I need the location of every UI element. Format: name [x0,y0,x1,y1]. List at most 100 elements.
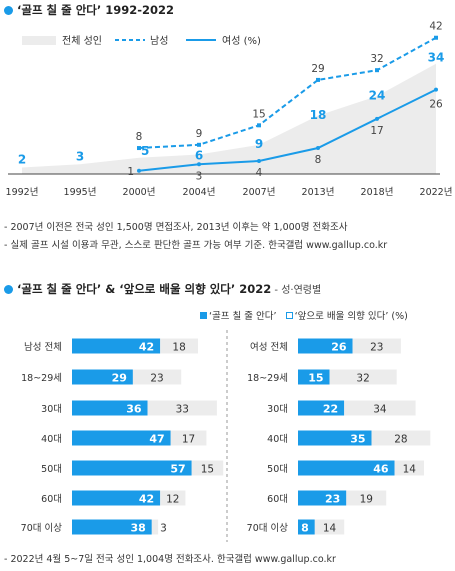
value-label-can: 42 [139,493,154,506]
value-label-can: 8 [301,522,309,535]
category-label: 18~29세 [247,373,288,384]
category-label: 60대 [267,494,288,505]
value-label-will: 14 [323,523,337,535]
x-tick-label: 1992년 [6,187,39,198]
chart2-subtitle: - 성·연령별 [271,285,322,296]
data-label-total: 9 [255,137,263,151]
value-label-can: 42 [139,341,154,354]
category-label: 70대 이상 [247,523,289,534]
bar-will-learn [191,460,224,476]
point-men [197,142,201,147]
x-tick-label: 2004년 [183,187,216,198]
value-label-can: 57 [170,463,185,476]
data-label-total: 24 [369,89,386,103]
data-label-men: 9 [196,128,203,140]
value-label-can: 36 [126,403,142,416]
legend-swatch-all [22,36,56,45]
point-men [257,123,261,128]
value-label-will: 14 [403,464,417,476]
data-label-women: 8 [315,154,322,166]
chart1-note-2: - 실제 골프 시설 이용과 무관, 스스로 판단한 골프 가능 여부 기준. … [4,240,388,251]
x-tick-label: 2013년 [302,187,335,198]
value-label-can: 23 [325,493,340,506]
point-women [137,168,141,173]
point-men [375,68,379,73]
data-label-men: 8 [136,131,143,143]
bar-will-learn [352,338,401,354]
value-label-can: 22 [323,403,338,416]
bar-can-play [298,460,395,476]
category-label: 18~29세 [21,373,62,384]
bar-will-learn [147,400,217,416]
category-label: 30대 [267,404,288,415]
category-label: 30대 [41,404,62,415]
value-label-will: 23 [150,373,163,385]
bar-will-learn [132,369,182,385]
legend-label-all: 전체 성인 [62,35,102,47]
legend-label-will: ‘앞으로 배울 의향 있다’ (%) [294,311,408,322]
x-tick-label: 2007년 [243,187,276,198]
category-label: 50대 [267,464,288,475]
category-label: 40대 [41,434,62,445]
data-label-women: 4 [256,167,263,179]
data-label-total: 3 [76,149,84,163]
value-label-will: 17 [182,434,195,446]
legend-swatch-will [285,312,293,319]
line-women [138,88,437,172]
bar-can-play [298,338,353,354]
area-total-adults [22,63,436,175]
category-label: 남성 전체 [24,342,62,353]
x-tick-label: 2000년 [123,187,156,198]
legend-swatch-can [200,312,207,319]
bar-can-play [298,400,345,416]
bar-can-play [298,430,372,446]
value-label-can: 35 [350,433,365,446]
bar-can-play [72,519,152,535]
value-label-can: 38 [130,522,145,535]
bar-can-play [298,369,330,385]
point-women [375,116,379,121]
bar-chart: 남성 전체 42 18 18~29세 29 23 30대 36 33 40대 47 17 50대 57 15… [21,330,431,542]
value-label-can: 46 [373,463,389,476]
chart1-title: ‘골프 칠 줄 안다’ 1992-2022 [4,2,174,18]
value-label-will: 19 [360,494,373,506]
bar-can-play [72,490,161,506]
data-label-total: 34 [428,51,445,65]
value-label-can: 15 [308,372,323,385]
category-label: 50대 [41,464,62,475]
bar-can-play [298,490,347,506]
value-label-will: 32 [356,373,369,385]
value-label-will: 12 [166,494,179,506]
point-women [316,146,320,151]
data-label-men: 15 [252,108,265,120]
data-label-women: 26 [429,99,443,111]
bullet-dot-icon [4,6,13,15]
point-men [434,35,438,40]
bar-will-learn [329,369,397,385]
bar-will-learn [160,490,186,506]
bar-will-learn [371,430,431,446]
data-label-men: 42 [429,21,442,33]
bar-will-learn [344,400,416,416]
data-label-total: 18 [310,108,327,122]
bar-will-learn [394,460,424,476]
legend-label-men: 남성 [150,35,168,47]
bar-can-play [72,430,171,446]
value-label-will: 28 [394,434,407,446]
value-label-will: 33 [176,404,189,416]
point-women [257,159,261,164]
data-label-total: 5 [141,144,149,158]
bar-can-play [298,519,315,535]
category-label: 여성 전체 [250,341,288,353]
x-tick-label: 1995년 [64,187,97,198]
bullet-dot-icon [4,285,13,294]
chart2-note: - 2022년 4월 5~7일 전국 성인 1,004명 전화조사. 한국갤럽 … [4,554,336,565]
data-label-men: 29 [311,63,324,75]
bar-can-play [72,369,133,385]
data-label-women: 17 [370,125,383,137]
value-label-will: 18 [172,342,185,354]
category-label: 40대 [267,434,288,445]
point-women [434,87,438,92]
value-label-will: 23 [370,342,383,354]
chart1-note-1: - 2007년 이전은 전국 성인 1,500명 면접조사, 2013년 이후는… [4,222,348,233]
